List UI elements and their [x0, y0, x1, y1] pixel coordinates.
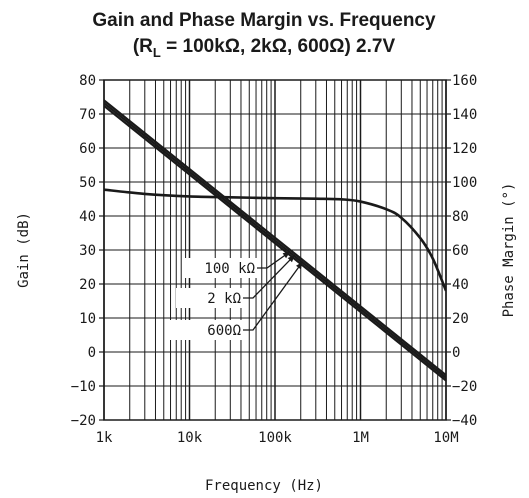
plot-curves	[104, 99, 446, 382]
y-tick-label-right: 20	[452, 311, 469, 327]
phase-margin-curve	[104, 188, 446, 292]
gain-curve-line	[104, 102, 446, 379]
x-tick-label: 100k	[258, 430, 292, 446]
annotation-arrowhead	[287, 255, 295, 263]
y-tick-label-right: 120	[452, 141, 477, 157]
y-tick-label-right: 60	[452, 243, 469, 259]
title-line2-rest: = 100kΩ, 2kΩ, 600Ω) 2.7V	[161, 36, 396, 57]
y-tick-label-left: −20	[71, 413, 96, 429]
y-tick-label-left: 50	[79, 175, 96, 191]
chart-title-line2: (RL = 100kΩ, 2kΩ, 600Ω) 2.7V	[133, 36, 396, 60]
x-tick-label: 1M	[352, 430, 369, 446]
x-tick-label: 10k	[177, 430, 203, 446]
annotation-leader-line	[243, 254, 296, 299]
y-tick-label-left: 0	[88, 345, 96, 361]
x-tick-label: 1k	[96, 430, 113, 446]
y-axis-label-right: Phase Margin (°)	[501, 183, 517, 318]
y-tick-label-left: 30	[79, 243, 96, 259]
annotation-label-bg	[182, 258, 259, 278]
gain-curve-line	[104, 99, 446, 376]
plot-grid	[99, 79, 451, 421]
annotation-label-bg	[176, 288, 245, 308]
y-tick-label-right: −20	[452, 379, 477, 395]
y-axis-label-left: Gain (dB)	[16, 212, 32, 288]
x-axis-label: Frequency (Hz)	[205, 478, 323, 494]
title-line2-prefix: (R	[133, 36, 153, 57]
gain-curve-line	[104, 104, 446, 382]
annotation-arrowhead	[282, 251, 291, 259]
annotation-arrowhead	[296, 261, 303, 270]
plot-frame	[103, 79, 447, 421]
annotation-label-bg	[170, 320, 245, 340]
y-tick-label-right: 160	[452, 73, 477, 89]
curve-annotations: 100 kΩ 2 kΩ 600Ω	[170, 251, 304, 340]
annotation-label: 2 kΩ	[207, 291, 241, 307]
y-tick-label-left: 60	[79, 141, 96, 157]
y-tick-label-left: 10	[79, 311, 96, 327]
y-tick-label-left: 70	[79, 107, 96, 123]
x-tick-label: 10M	[433, 430, 458, 446]
y-tick-label-left: 80	[79, 73, 96, 89]
chart-title-line1: Gain and Phase Margin vs. Frequency	[92, 10, 436, 31]
title-line2-subscript: L	[153, 45, 161, 60]
annotation-label: 600Ω	[207, 323, 241, 339]
y-tick-label-right: 40	[452, 277, 469, 293]
y-tick-label-left: 20	[79, 277, 96, 293]
y-tick-label-right: 0	[452, 345, 460, 361]
y-tick-label-right: −40	[452, 413, 477, 429]
tick-labels: 1k 10k 100k 1M 10M80706050403020100−10−20160…	[71, 73, 478, 446]
y-tick-label-left: 40	[79, 209, 96, 225]
annotation-label: 100 kΩ	[204, 261, 255, 277]
y-tick-label-right: 100	[452, 175, 477, 191]
y-tick-label-left: −10	[71, 379, 96, 395]
annotation-leader-line	[243, 261, 304, 331]
annotation-leader-line	[257, 251, 291, 269]
y-tick-label-right: 80	[452, 209, 469, 225]
y-tick-label-right: 140	[452, 107, 477, 123]
